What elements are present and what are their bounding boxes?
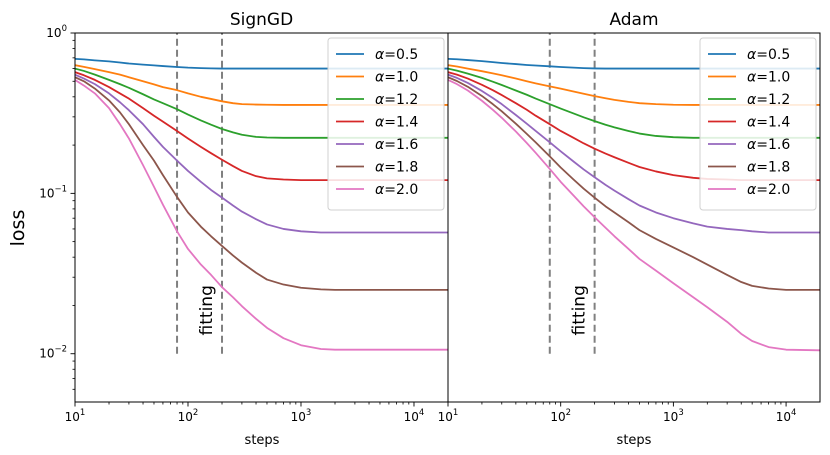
adam-panel: Adam 101 102 103 104 fitting α=0.5 α=1.0 α=1.2 α=… [438, 10, 821, 424]
series-line-alpha-1-8 [75, 76, 448, 291]
x-tick-label: 101 [65, 408, 86, 424]
legend-entry: α=0.5 [747, 47, 790, 63]
x-tick-label: 103 [663, 408, 684, 424]
chart-title-signgd: SignGD [230, 10, 293, 30]
legend-entry: α=1.8 [375, 160, 418, 176]
legend-entry: α=1.4 [375, 115, 418, 131]
series-line-alpha-2-0 [75, 79, 448, 351]
x-tick-label: 104 [404, 408, 425, 424]
y-tick-label: 10−2 [39, 345, 67, 361]
legend-entry: α=1.2 [375, 92, 418, 108]
series-line-alpha-1-6 [448, 73, 820, 234]
legend-entry: α=1.4 [747, 115, 790, 131]
legend-entry: α=1.6 [747, 137, 790, 153]
legend-entry: α=1.0 [375, 70, 418, 86]
y-axis-label: loss [7, 210, 29, 247]
legend-entry: α=1.2 [747, 92, 790, 108]
series-line-alpha-1-6 [75, 73, 448, 234]
x-axis-label-adam: steps [617, 433, 652, 448]
y-tick-label: 10−1 [39, 184, 67, 200]
series-line-alpha-1-8 [448, 76, 820, 291]
legend-entry: α=1.6 [375, 137, 418, 153]
x-tick-label: 102 [550, 408, 571, 424]
x-tick-label: 101 [438, 408, 459, 424]
legend-entry: α=2.0 [375, 182, 418, 198]
series-line-alpha-2-0 [448, 79, 820, 352]
axes-frame [447, 32, 821, 403]
x-tick-label: 104 [776, 408, 797, 424]
chart-title-adam: Adam [609, 10, 658, 30]
legend-entry: α=2.0 [747, 182, 790, 198]
y-tick-label: 100 [46, 24, 67, 40]
fitting-annotation: fitting [570, 285, 590, 335]
legend-entry: α=0.5 [375, 47, 418, 63]
x-tick-label: 103 [291, 408, 312, 424]
legend-entry: α=1.8 [747, 160, 790, 176]
fitting-annotation: fitting [197, 285, 217, 335]
x-tick-label: 102 [178, 408, 199, 424]
signgd-panel: SignGD 101 102 103 104 10−2 10−1 100 fitting α=0.… [39, 10, 449, 424]
legend-entry: α=1.0 [747, 70, 790, 86]
x-axis-label-signgd: steps [245, 433, 280, 448]
